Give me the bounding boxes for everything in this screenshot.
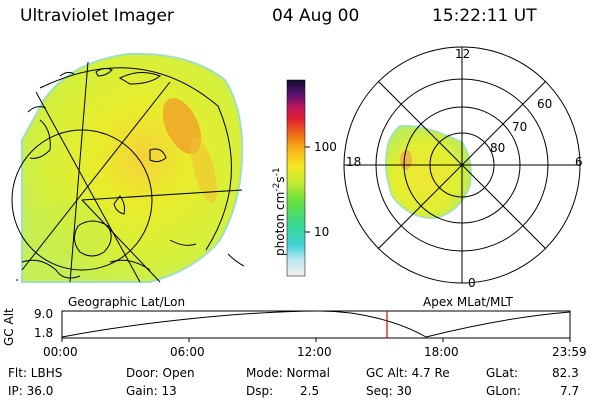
door-info: Door: Open bbox=[126, 366, 195, 380]
mode-info: Mode: Normal bbox=[246, 366, 330, 380]
altitude-ytick-bottom: 1.8 bbox=[34, 326, 54, 340]
lat-label-70: 70 bbox=[512, 120, 528, 134]
color-scale-bar bbox=[286, 79, 310, 277]
glat-label: GLat: bbox=[486, 366, 519, 380]
lat-label-80: 80 bbox=[490, 141, 506, 155]
time-tick-0000: 00:00 bbox=[43, 345, 78, 359]
polar-plot bbox=[343, 46, 581, 284]
time-tick-2359: 23:59 bbox=[552, 345, 587, 359]
gc-alt-info: GC Alt: 4.7 Re bbox=[366, 366, 450, 380]
image-date: 04 Aug 00 bbox=[272, 6, 360, 26]
lat-label-60: 60 bbox=[537, 97, 553, 111]
mlt-label-12: 12 bbox=[455, 47, 471, 61]
colorbar-tick-100: 100 bbox=[314, 140, 337, 154]
polar-panel-title: Apex MLat/MLT bbox=[423, 295, 513, 309]
mlt-label-0: 0 bbox=[468, 276, 476, 290]
altitude-ytick-top: 9.0 bbox=[34, 307, 54, 321]
dsp-value: 2.5 bbox=[300, 384, 320, 398]
time-tick-1200: 12:00 bbox=[297, 345, 332, 359]
instrument-title: Ultraviolet Imager bbox=[20, 6, 174, 26]
filter-info: Flt: LBHS bbox=[8, 366, 63, 380]
geographic-image bbox=[11, 52, 245, 283]
glat-value: 82.3 bbox=[552, 366, 579, 380]
seq-info: Seq: 30 bbox=[366, 384, 412, 398]
gain-info: Gain: 13 bbox=[126, 384, 177, 398]
altitude-plot bbox=[61, 310, 571, 342]
dsp-label: Dsp: bbox=[246, 384, 274, 398]
image-time: 15:22:11 UT bbox=[432, 6, 537, 26]
colorbar-tick-10: 10 bbox=[314, 225, 330, 239]
colorbar-unit-label: photon cm-2s-1 bbox=[272, 167, 287, 256]
glon-value: 7.7 bbox=[560, 384, 580, 398]
glon-label: GLon: bbox=[486, 384, 521, 398]
time-tick-1800: 18:00 bbox=[424, 345, 459, 359]
altitude-axis-label: GC Alt bbox=[2, 308, 16, 346]
ip-info: IP: 36.0 bbox=[8, 384, 54, 398]
mlt-label-18: 18 bbox=[346, 155, 362, 169]
geographic-panel-title: Geographic Lat/Lon bbox=[68, 295, 186, 309]
time-tick-0600: 06:00 bbox=[170, 345, 205, 359]
mlt-label-6: 6 bbox=[575, 155, 583, 169]
